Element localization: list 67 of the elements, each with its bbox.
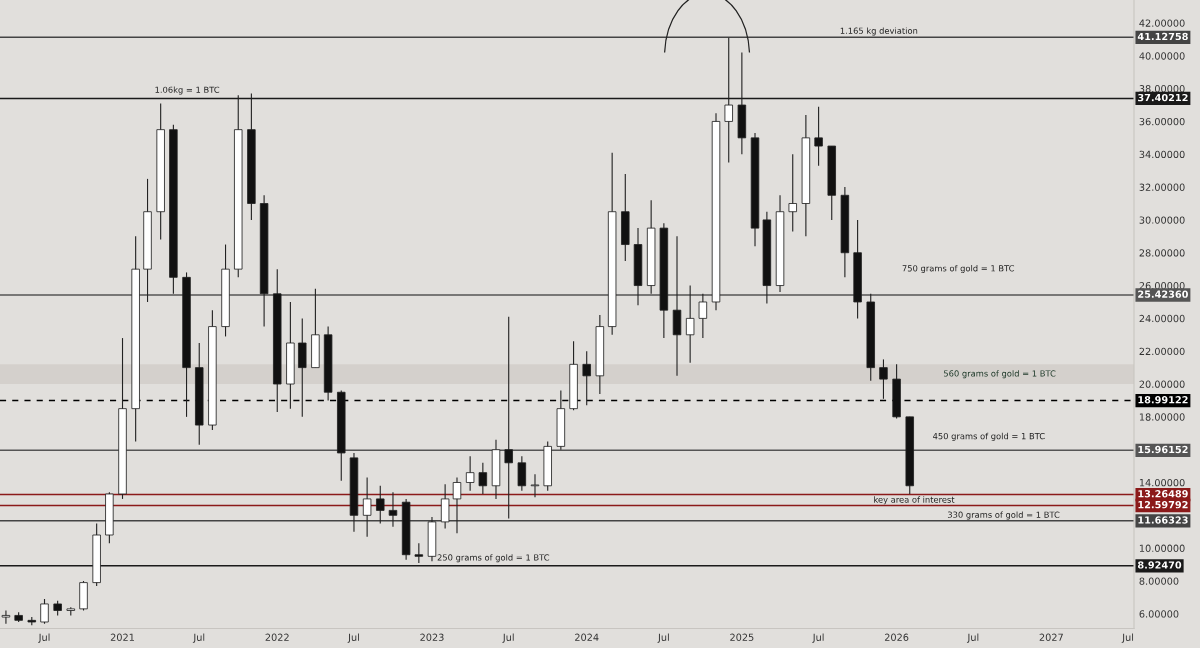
annotation: key area of interest: [874, 496, 955, 505]
x-tick-label: 2026: [884, 633, 909, 641]
y-tick-label: 42.00000: [1139, 19, 1185, 27]
x-tick-label: Jul: [192, 633, 205, 643]
annotation: 250 grams of gold = 1 BTC: [437, 554, 550, 563]
annotation: 1.06kg = 1 BTC: [155, 86, 220, 95]
x-tick-label: Jul: [502, 633, 514, 643]
ref-line-label: 11.66323: [1138, 516, 1188, 524]
annotation: 750 grams of gold = 1 BTC: [902, 264, 1015, 274]
candlestick: [685, 285, 695, 364]
ref-line-label: 13.26489: [1138, 490, 1188, 498]
candlestick: [504, 316, 513, 520]
candlestick: [414, 542, 424, 564]
x-tick-label: Jul: [1121, 633, 1134, 643]
y-tick-label: 34.00000: [1139, 150, 1185, 159]
ref-line-label: 8.92470: [1138, 561, 1182, 569]
x-tick-label: Jul: [966, 633, 979, 643]
x-tick-label: Jul: [812, 633, 824, 643]
candlestick: [465, 455, 475, 492]
y-tick-label: 20.00000: [1139, 380, 1185, 388]
candlestick: [582, 350, 591, 406]
y-tick-label: 10.00000: [1139, 544, 1185, 552]
y-tick-label: 40.00000: [1139, 52, 1185, 60]
y-tick-label: 18.00000: [1139, 413, 1185, 421]
candlestick: [478, 462, 488, 495]
y-tick-label: 28.00000: [1139, 249, 1185, 257]
candlestick: [698, 293, 708, 339]
ref-line-label: 18.99122: [1138, 396, 1188, 404]
annotation: 330 grams of gold = 1 BTC: [947, 511, 1060, 520]
y-tick-label: 22.00000: [1139, 347, 1185, 356]
x-tick-label: Jul: [38, 633, 50, 643]
y-tick-label: 32.00000: [1139, 183, 1185, 191]
candlestick: [376, 485, 385, 525]
candlestick: [814, 106, 823, 167]
y-tick-label: 38.00000: [1139, 85, 1185, 93]
ref-line-label: 25.42360: [1138, 290, 1188, 298]
x-tick-label: 2022: [265, 633, 289, 641]
y-tick-label: 24.00000: [1139, 314, 1185, 323]
ref-line-label: 12.59792: [1138, 500, 1188, 509]
x-tick-label: 2023: [420, 633, 444, 641]
candlestick: [440, 483, 450, 530]
x-tick-label: 2027: [1039, 633, 1063, 641]
y-tick-label: 6.00000: [1139, 610, 1179, 618]
y-tick-label: 14.00000: [1139, 478, 1185, 487]
candlestick: [879, 358, 888, 400]
ref-line-label: 15.96152: [1138, 445, 1188, 454]
ref-line-label: 37.40212: [1138, 93, 1188, 102]
y-tick-label: 36.00000: [1139, 117, 1185, 126]
candlestick: [40, 598, 49, 625]
annotation: 1.165 kg deviation: [840, 27, 918, 36]
candlestick: [452, 477, 462, 534]
band-label: 560 grams of gold = 1 BTC: [944, 370, 1056, 379]
x-tick-label: 2024: [575, 633, 599, 641]
candlestick: [362, 477, 372, 538]
x-tick-label: 2025: [730, 633, 754, 641]
candlestick: [517, 455, 527, 492]
y-tick-label: 8.00000: [1139, 577, 1179, 585]
annotation: 450 grams of gold = 1 BTC: [932, 432, 1045, 441]
candlestick: [530, 473, 540, 498]
x-tick-label: 2021: [110, 633, 134, 641]
x-tick-label: Jul: [657, 633, 669, 643]
ref-line-label: 41.12758: [1137, 32, 1188, 41]
candlestick: [388, 491, 398, 528]
x-tick-label: Jul: [347, 633, 359, 643]
candlestick: [1, 609, 11, 625]
candlestick: [788, 153, 797, 232]
y-tick-label: 30.00000: [1139, 216, 1185, 224]
